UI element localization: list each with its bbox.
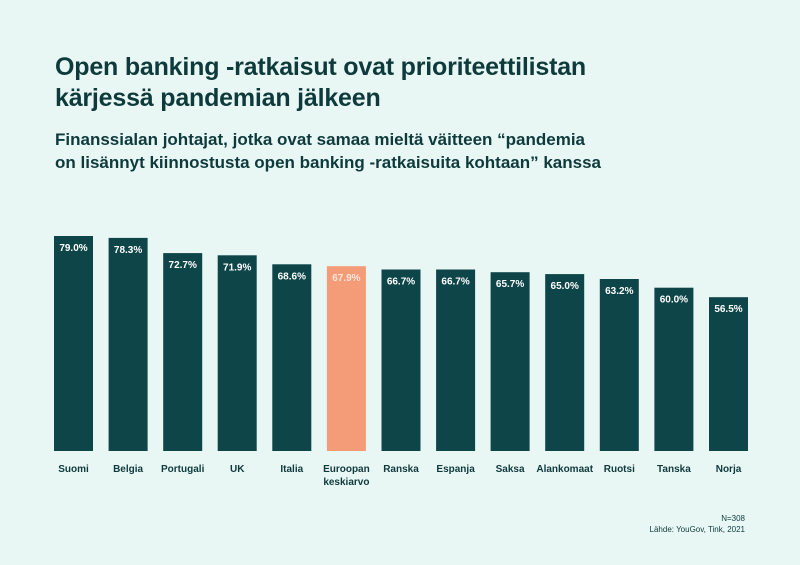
data-label: 65.0% bbox=[551, 281, 579, 292]
category-label: Ruotsi bbox=[604, 464, 635, 475]
data-label: 79.0% bbox=[59, 243, 87, 254]
category-label: Saksa bbox=[496, 464, 525, 475]
data-label: 56.5% bbox=[714, 304, 742, 315]
bar-italia bbox=[272, 264, 312, 451]
bar-saksa bbox=[490, 272, 530, 451]
category-label: keskiarvo bbox=[323, 477, 369, 488]
category-label: Alankomaat bbox=[536, 464, 593, 475]
category-label: Ranska bbox=[383, 464, 419, 475]
category-label: Norja bbox=[716, 464, 742, 475]
data-label: 63.2% bbox=[605, 286, 633, 297]
title-line-2: kärjessä pandemian jälkeen bbox=[55, 84, 381, 112]
data-label: 66.7% bbox=[441, 277, 469, 288]
data-label: 66.7% bbox=[387, 277, 415, 288]
data-label: 60.0% bbox=[660, 295, 688, 306]
bar-euroopan-keskiarvo bbox=[326, 266, 366, 451]
category-label: Portugali bbox=[161, 464, 205, 475]
bar-alankomaat bbox=[545, 274, 585, 451]
category-label: Italia bbox=[280, 464, 303, 475]
data-label: 67.9% bbox=[332, 273, 360, 284]
chart-subtitle: Finanssialan johtajat, jotka ovat samaa … bbox=[55, 128, 755, 174]
title-line-1: Open banking -ratkaisut ovat prioriteett… bbox=[55, 53, 586, 81]
bar-ranska bbox=[381, 269, 421, 451]
bar-espanja bbox=[436, 269, 476, 451]
bar-norja bbox=[709, 297, 748, 451]
bar-ruotsi bbox=[599, 279, 639, 451]
bar-portugali bbox=[163, 253, 203, 451]
data-label: 78.3% bbox=[114, 245, 142, 256]
category-label: Belgia bbox=[113, 464, 143, 475]
bar-uk bbox=[217, 255, 257, 451]
category-label: Espanja bbox=[436, 464, 475, 475]
category-label: Euroopan bbox=[323, 464, 370, 475]
category-label: Tanska bbox=[657, 464, 691, 475]
data-label: 68.6% bbox=[278, 271, 306, 282]
bar-tanska bbox=[654, 287, 694, 451]
sample-size-note: N=308 bbox=[721, 514, 745, 523]
category-label: Suomi bbox=[58, 464, 89, 475]
data-label: 65.7% bbox=[496, 279, 524, 290]
category-label: UK bbox=[230, 464, 245, 475]
subtitle-line-1: Finanssialan johtajat, jotka ovat samaa … bbox=[55, 130, 586, 149]
subtitle-line-2: on lisännyt kiinnostusta open banking -r… bbox=[55, 153, 602, 172]
source-note: Lähde: YouGov, Tink, 2021 bbox=[649, 525, 745, 534]
data-label: 72.7% bbox=[169, 260, 197, 271]
bar-belgia bbox=[108, 237, 148, 451]
data-label: 71.9% bbox=[223, 262, 251, 273]
bar-suomi bbox=[54, 236, 93, 451]
